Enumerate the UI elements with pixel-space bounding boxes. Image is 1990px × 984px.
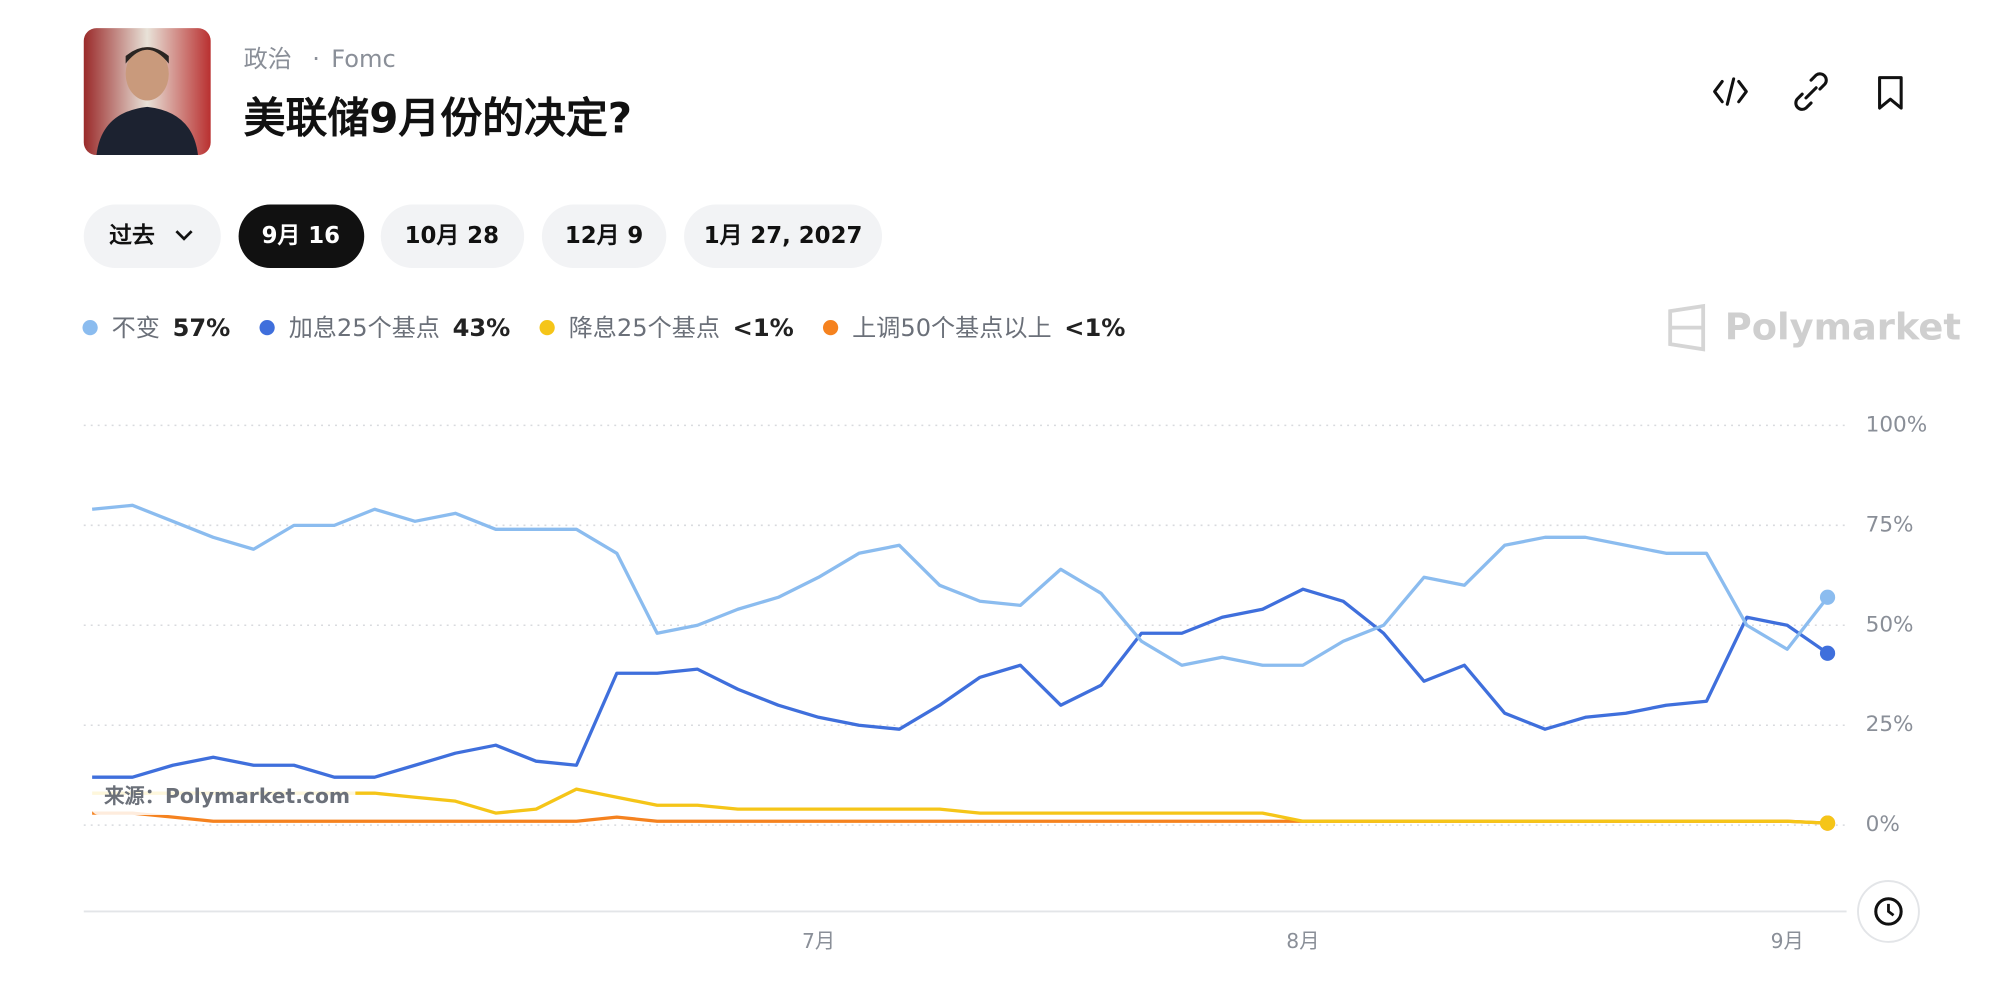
avatar [83,28,211,156]
end-dot [1819,589,1836,605]
tab-active[interactable] [238,204,365,268]
legend: 不变 57% 加息25个基点 43% 降息25个基点 <1% 上调50个基点以上 <1% [82,314,1125,342]
legend-value: <1% [733,314,794,342]
tab[interactable] [541,204,667,268]
x-tick-label: 8月 [1286,929,1319,953]
embed-icon[interactable] [1713,77,1748,106]
y-tick-label: 50% [1866,612,1914,637]
clock-button[interactable] [1857,880,1920,943]
tab[interactable] [380,204,525,268]
tag[interactable]: Fomc [331,45,396,73]
series-line [91,503,1829,667]
legend-value: <1% [1064,314,1125,342]
source: 来源：Polymarket.com [103,784,350,808]
plot: 0% 25% 50% 75% 100% 7月 8月 9月 [83,412,1928,953]
legend-name: 降息25个基点 [569,314,720,342]
legend-dot [539,320,555,336]
category[interactable]: 政治 [244,45,292,73]
x-tick-label: 9月 [1771,929,1804,953]
chevron [175,230,193,241]
x-tick-label: 7月 [802,929,835,953]
y-tick-label: 0% [1866,812,1900,837]
legend-name: 加息25个基点 [289,314,440,342]
series-line [92,787,1828,825]
bookmark-icon[interactable] [1878,76,1903,110]
brand: Polymarket [1668,303,1961,352]
legend-name: 上调50个基点以上 [852,314,1051,342]
brand-name: Polymarket [1725,305,1961,348]
y-tick-label: 75% [1866,512,1914,537]
link-icon[interactable] [1794,72,1828,111]
tabs: 过去 9月 16 10月 28 12月 9 1月 27, 2027 [83,204,883,268]
end-dot [1819,645,1836,661]
tab[interactable] [684,204,883,268]
title: 美联储9月份的决定? [244,93,632,142]
legend-dot [82,320,98,336]
legend-value: 57% [173,314,231,342]
legend-dot [259,320,275,336]
legend-dot [822,320,839,336]
separator: · [312,45,320,73]
legend-value: 43% [453,314,511,342]
tab-label: 9月 16 [262,223,340,249]
series-line [92,587,1829,779]
tab-past[interactable] [83,204,221,268]
y-tick-label: 25% [1866,712,1914,737]
tab-label: 10月 28 [405,223,499,249]
tab-label: 过去 [109,223,155,249]
source-bg [91,779,356,815]
end-dot [1819,815,1836,831]
tab-label: 12月 9 [565,223,643,249]
legend-name: 不变 [112,314,160,342]
tab-label: 1月 27, 2027 [704,223,863,249]
y-tick-label: 100% [1866,412,1928,437]
